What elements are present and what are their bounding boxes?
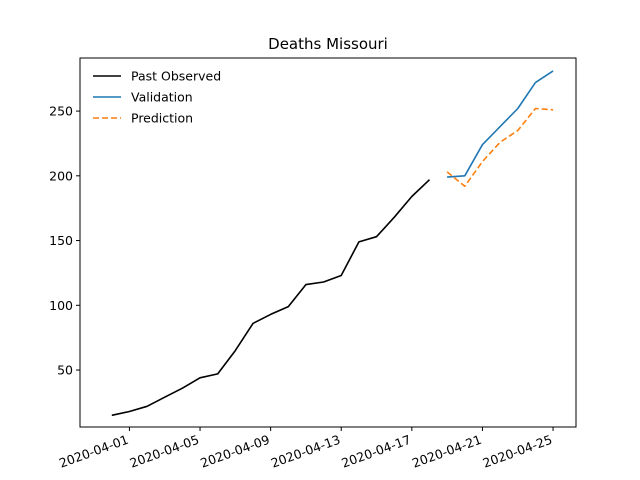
legend-label: Past Observed	[131, 69, 221, 84]
y-tick-label: 200	[49, 168, 73, 183]
x-tick-label: 2020-04-05	[128, 432, 201, 471]
x-tick-label: 2020-04-21	[410, 432, 483, 471]
y-tick-label: 250	[49, 104, 73, 119]
x-tick-label: 2020-04-01	[57, 432, 130, 471]
x-tick-label: 2020-04-25	[481, 432, 554, 471]
x-tick-label: 2020-04-13	[269, 432, 342, 471]
y-tick-label: 150	[49, 233, 73, 248]
chart-title: Deaths Missouri	[268, 35, 388, 53]
legend-label: Validation	[131, 90, 193, 105]
x-tick-label: 2020-04-17	[339, 432, 412, 471]
x-tick-label: 2020-04-09	[198, 432, 271, 471]
y-tick-label: 100	[49, 298, 73, 313]
legend-label: Prediction	[131, 111, 193, 126]
y-tick-label: 50	[57, 363, 73, 378]
